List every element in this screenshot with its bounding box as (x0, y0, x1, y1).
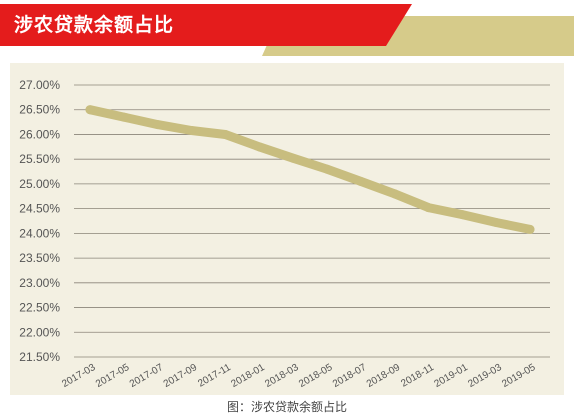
data-point (119, 112, 129, 122)
y-tick-label: 23.50% (19, 251, 60, 265)
data-point (390, 189, 400, 199)
x-tick-label: 2019-05 (500, 362, 538, 390)
data-point (153, 120, 163, 130)
data-point (288, 153, 298, 163)
y-axis-ticks: 27.00% 26.50% 26.00% 25.50% 25.00% 24.50% 24.0… (19, 78, 60, 364)
y-tick-label: 22.50% (19, 301, 60, 315)
data-point (356, 176, 366, 186)
data-point (322, 164, 332, 174)
y-tick-label: 22.00% (19, 325, 60, 339)
y-tick-label: 24.00% (19, 226, 60, 240)
y-tick-label: 21.50% (19, 350, 60, 364)
x-tick-label: 2018-01 (229, 362, 267, 390)
data-point (525, 224, 535, 234)
y-tick-label: 24.50% (19, 202, 60, 216)
x-tick-label: 2017-07 (128, 362, 166, 390)
x-tick-label: 2017-11 (196, 362, 233, 390)
data-point (423, 203, 433, 213)
x-tick-label: 2017-09 (162, 362, 200, 390)
data-point (254, 142, 264, 152)
x-tick-label: 2018-11 (399, 362, 436, 390)
x-tick-label: 2018-03 (263, 362, 301, 390)
y-tick-label: 27.00% (19, 78, 60, 92)
chart-area: 27.00% 26.50% 26.00% 25.50% 25.00% 24.50% 24.0… (10, 63, 564, 395)
x-tick-label: 2018-05 (297, 362, 335, 390)
figure-caption: 图：涉农贷款余额占比 (226, 400, 347, 414)
y-tick-label: 25.50% (19, 152, 60, 166)
banner-background (0, 4, 574, 56)
x-tick-label: 2017-05 (94, 362, 132, 390)
x-tick-label: 2019-03 (466, 362, 504, 390)
data-point (85, 105, 95, 115)
data-point (457, 210, 467, 220)
y-tick-label: 23.00% (19, 276, 60, 290)
title-banner: 涉农贷款余额占比 (0, 0, 574, 60)
data-point (187, 125, 197, 135)
x-axis-ticks: 2017-032017-052017-072017-092017-112018-… (60, 362, 538, 390)
x-tick-label: 2017-03 (60, 362, 98, 390)
data-point (491, 217, 501, 227)
x-tick-label: 2018-07 (331, 362, 369, 390)
chart-title: 涉农贷款余额占比 (14, 15, 175, 36)
y-tick-label: 26.00% (19, 127, 60, 141)
y-tick-label: 26.50% (19, 103, 60, 117)
grid-lines (74, 84, 550, 358)
x-tick-label: 2019-01 (433, 362, 471, 390)
banner-red-band (0, 4, 412, 46)
data-point (220, 129, 230, 139)
line-chart: 27.00% 26.50% 26.00% 25.50% 25.00% 24.50% 24.0… (19, 78, 550, 390)
y-tick-label: 25.00% (19, 177, 60, 191)
series-line (85, 105, 535, 234)
series-layer (85, 105, 535, 234)
x-tick-label: 2018-09 (365, 362, 403, 390)
